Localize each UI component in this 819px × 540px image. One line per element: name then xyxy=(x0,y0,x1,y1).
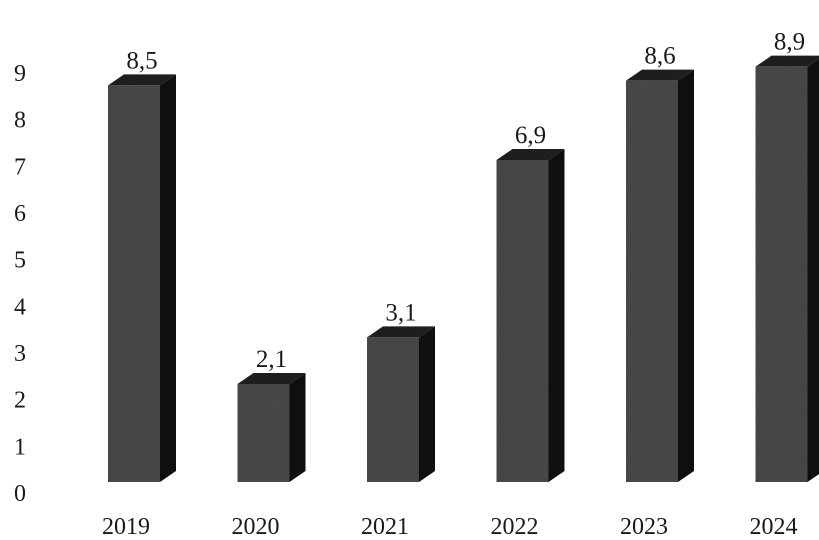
y-tick-label: 5 xyxy=(14,248,26,274)
y-tick-label: 1 xyxy=(14,434,26,460)
bar-top-face xyxy=(237,373,306,384)
bar-side-face xyxy=(807,58,819,482)
data-label: 8,6 xyxy=(644,43,675,70)
bar-side-face xyxy=(160,74,176,482)
data-label: 3,1 xyxy=(385,299,416,326)
y-tick-label: 0 xyxy=(14,481,26,507)
bar-side-face xyxy=(289,373,306,482)
bar-side-face xyxy=(419,326,435,482)
y-tick-label: 6 xyxy=(14,201,26,227)
bar-front-face xyxy=(496,160,549,482)
bar-front-face xyxy=(367,337,419,482)
x-category-label: 2024 xyxy=(750,514,798,540)
x-category-label: 2019 xyxy=(102,514,150,540)
data-label: 8,5 xyxy=(126,47,157,74)
bar-side-face xyxy=(548,149,565,482)
bar-top-face xyxy=(755,55,819,67)
x-category-label: 2023 xyxy=(620,514,668,540)
data-label: 2,1 xyxy=(256,346,287,373)
bar-2023: 8,6 xyxy=(626,43,694,483)
bar-top-face xyxy=(367,326,435,338)
bar-2020: 2,1 xyxy=(237,346,306,482)
y-tick-label: 3 xyxy=(14,341,26,367)
bar-front-face xyxy=(626,80,678,483)
bar-top-face xyxy=(496,149,565,160)
bar-2019: 8,5 xyxy=(108,47,176,482)
x-category-label: 2020 xyxy=(232,514,280,540)
bar-top-face xyxy=(108,74,176,86)
bar-2021: 3,1 xyxy=(367,299,435,482)
bar-front-face xyxy=(237,384,290,482)
data-label: 8,9 xyxy=(774,29,805,56)
bars: 8,5 2,1 3,1 6,9 8,6 8,9 xyxy=(108,29,819,483)
y-tick-label: 2 xyxy=(14,388,26,414)
y-tick-label: 4 xyxy=(14,294,26,320)
data-label: 6,9 xyxy=(515,122,546,149)
bar-2022: 6,9 xyxy=(496,122,565,482)
bar-front-face xyxy=(108,85,160,482)
y-tick-label: 9 xyxy=(14,61,26,87)
y-tick-label: 8 xyxy=(14,108,26,134)
bar-top-face xyxy=(626,69,694,81)
bar-front-face xyxy=(755,66,808,483)
bar-side-face xyxy=(678,69,694,483)
y-axis: 0 1 2 3 4 5 6 7 8 9 xyxy=(14,61,26,507)
x-axis: 2019 2020 2021 2022 2023 2024 xyxy=(102,514,798,540)
bar-2024: 8,9 xyxy=(755,29,819,483)
x-category-label: 2022 xyxy=(491,514,539,540)
y-tick-label: 7 xyxy=(14,154,26,180)
x-category-label: 2021 xyxy=(361,514,409,540)
